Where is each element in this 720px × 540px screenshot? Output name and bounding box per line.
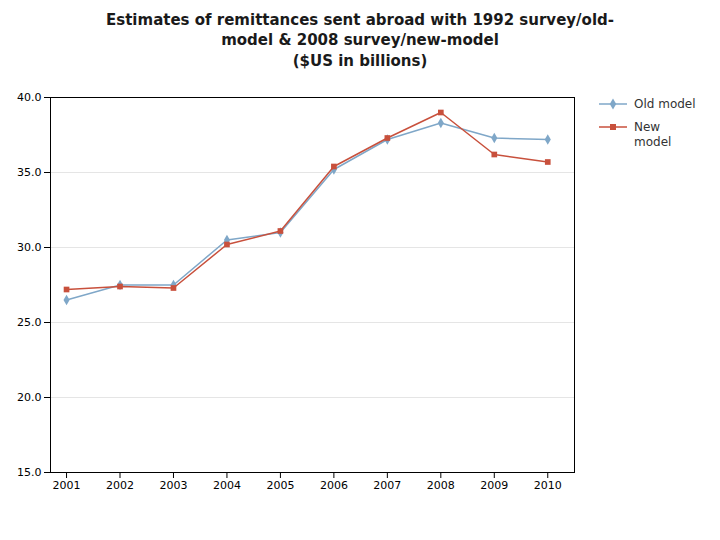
svg-text:2009: 2009 bbox=[480, 479, 508, 492]
html-text:Estimates of remittances sent: Estimates of remittances sent abroad wit… bbox=[106, 11, 614, 70]
svg-text:40.0: 40.0 bbox=[17, 91, 42, 104]
html-text:Old model: Old model bbox=[634, 96, 696, 111]
svg-text:2003: 2003 bbox=[159, 479, 187, 492]
svg-text:30.0: 30.0 bbox=[17, 241, 42, 254]
svg-text:25.0: 25.0 bbox=[17, 316, 42, 329]
svg-text:35.0: 35.0 bbox=[17, 166, 42, 179]
svg-text:2006: 2006 bbox=[320, 479, 348, 492]
html-text:New model: New model bbox=[634, 119, 672, 149]
svg-text:2005: 2005 bbox=[266, 479, 294, 492]
svg-text:2004: 2004 bbox=[213, 479, 241, 492]
svg-text:2007: 2007 bbox=[373, 479, 401, 492]
svg-text:2002: 2002 bbox=[106, 479, 134, 492]
svg-text:2001: 2001 bbox=[53, 479, 81, 492]
svg-text:20.0: 20.0 bbox=[17, 391, 42, 404]
svg-text:15.0: 15.0 bbox=[17, 466, 42, 479]
svg-text:2008: 2008 bbox=[427, 479, 455, 492]
svg-text:2010: 2010 bbox=[534, 479, 562, 492]
